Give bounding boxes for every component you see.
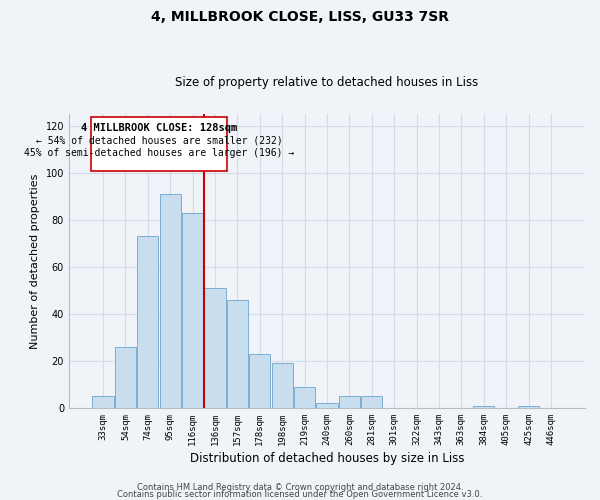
Bar — [205, 288, 226, 408]
Bar — [227, 300, 248, 408]
Bar — [294, 387, 315, 408]
Bar — [473, 406, 494, 408]
X-axis label: Distribution of detached houses by size in Liss: Distribution of detached houses by size … — [190, 452, 464, 465]
Title: Size of property relative to detached houses in Liss: Size of property relative to detached ho… — [175, 76, 479, 90]
Bar — [249, 354, 271, 408]
Bar — [115, 347, 136, 408]
Bar — [518, 406, 539, 408]
Bar — [182, 213, 203, 408]
Bar — [339, 396, 360, 408]
Bar — [272, 364, 293, 408]
Bar — [137, 236, 158, 408]
Bar — [92, 396, 113, 408]
Text: ← 54% of detached houses are smaller (232): ← 54% of detached houses are smaller (23… — [35, 136, 283, 145]
Text: Contains public sector information licensed under the Open Government Licence v3: Contains public sector information licen… — [118, 490, 482, 499]
Text: Contains HM Land Registry data © Crown copyright and database right 2024.: Contains HM Land Registry data © Crown c… — [137, 484, 463, 492]
Bar — [160, 194, 181, 408]
Bar — [316, 403, 338, 408]
Text: 45% of semi-detached houses are larger (196) →: 45% of semi-detached houses are larger (… — [24, 148, 294, 158]
Bar — [361, 396, 382, 408]
Bar — [91, 116, 227, 170]
Text: 4 MILLBROOK CLOSE: 128sqm: 4 MILLBROOK CLOSE: 128sqm — [81, 122, 237, 132]
Text: 4, MILLBROOK CLOSE, LISS, GU33 7SR: 4, MILLBROOK CLOSE, LISS, GU33 7SR — [151, 10, 449, 24]
Y-axis label: Number of detached properties: Number of detached properties — [30, 174, 40, 349]
